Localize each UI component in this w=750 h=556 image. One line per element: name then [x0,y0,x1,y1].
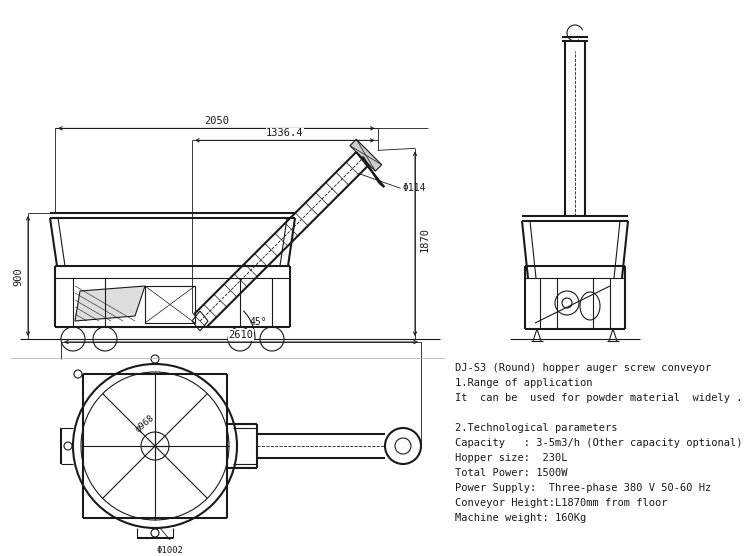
Polygon shape [75,286,145,321]
Text: 1336.4: 1336.4 [266,128,304,138]
Text: 1.Range of application: 1.Range of application [455,378,592,388]
Bar [145,286,195,323]
Text: Hopper size:  230L: Hopper size: 230L [455,453,568,463]
Text: Capacity   : 3-5m3/h (Other capacity optional): Capacity : 3-5m3/h (Other capacity optio… [455,438,742,448]
Text: φ968: φ968 [134,414,156,434]
Text: Total Power: 1500W: Total Power: 1500W [455,468,568,478]
Text: It  can be  used for powder material  widely .: It can be used for powder material widel… [455,393,742,403]
Text: 2610: 2610 [229,330,254,340]
Text: 45°: 45° [249,317,267,327]
Polygon shape [350,139,382,171]
Text: 900: 900 [13,267,23,286]
Text: Φ1002: Φ1002 [157,546,184,555]
Text: 1870: 1870 [420,227,430,252]
Text: Conveyor Height:L1870mm from floor: Conveyor Height:L1870mm from floor [455,498,668,508]
Text: 2050: 2050 [204,116,229,126]
Text: Power Supply:  Three-phase 380 V 50-60 Hz: Power Supply: Three-phase 380 V 50-60 Hz [455,483,711,493]
Text: 2.Technological parameters: 2.Technological parameters [455,423,617,433]
Text: DJ-S3 (Round) hopper auger screw conveyor: DJ-S3 (Round) hopper auger screw conveyo… [455,363,711,373]
Text: Φ114: Φ114 [403,183,426,193]
Text: Machine weight: 160Kg: Machine weight: 160Kg [455,513,586,523]
